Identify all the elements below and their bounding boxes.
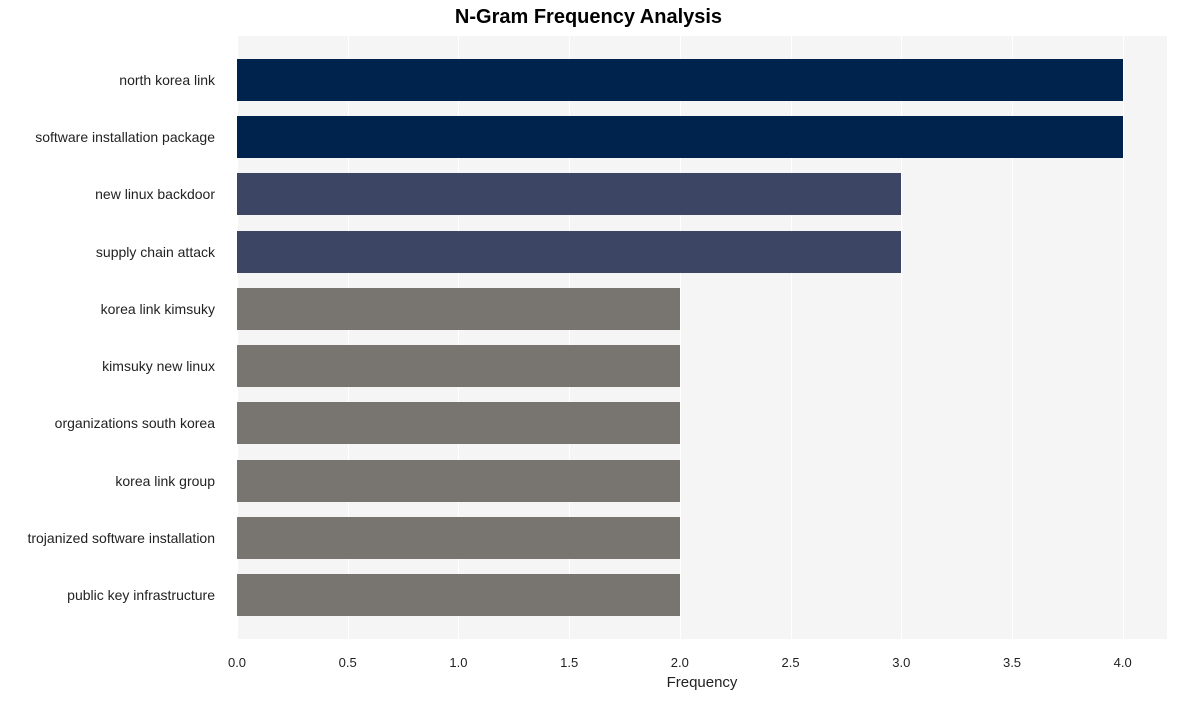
y-tick-label: public key infrastructure (0, 588, 225, 602)
bar (237, 402, 680, 444)
x-tick-label: 0.0 (228, 655, 246, 670)
y-tick-label: korea link kimsuky (0, 302, 225, 316)
x-axis-title: Frequency (237, 674, 1167, 691)
y-tick-label: software installation package (0, 130, 225, 144)
x-tick-label: 2.0 (671, 655, 689, 670)
y-tick-label: new linux backdoor (0, 187, 225, 201)
chart-title: N-Gram Frequency Analysis (0, 6, 1177, 29)
y-tick-label: organizations south korea (0, 416, 225, 430)
x-gridline (1123, 36, 1124, 639)
bar (237, 517, 680, 559)
x-tick-label: 1.0 (449, 655, 467, 670)
y-tick-label: korea link group (0, 474, 225, 488)
y-tick-label: supply chain attack (0, 245, 225, 259)
x-tick-label: 1.5 (560, 655, 578, 670)
x-tick-label: 3.0 (892, 655, 910, 670)
y-tick-label: trojanized software installation (0, 531, 225, 545)
y-tick-label: kimsuky new linux (0, 359, 225, 373)
bar (237, 231, 901, 273)
bar (237, 288, 680, 330)
x-tick-label: 4.0 (1114, 655, 1132, 670)
bar (237, 173, 901, 215)
plot-area (237, 36, 1167, 639)
x-tick-label: 0.5 (339, 655, 357, 670)
bar (237, 460, 680, 502)
bar (237, 59, 1123, 101)
bar (237, 345, 680, 387)
x-tick-label: 2.5 (782, 655, 800, 670)
bar (237, 116, 1123, 158)
chart-container: N-Gram Frequency Analysis north korea li… (0, 0, 1177, 701)
bar (237, 574, 680, 616)
y-tick-label: north korea link (0, 73, 225, 87)
x-tick-label: 3.5 (1003, 655, 1021, 670)
